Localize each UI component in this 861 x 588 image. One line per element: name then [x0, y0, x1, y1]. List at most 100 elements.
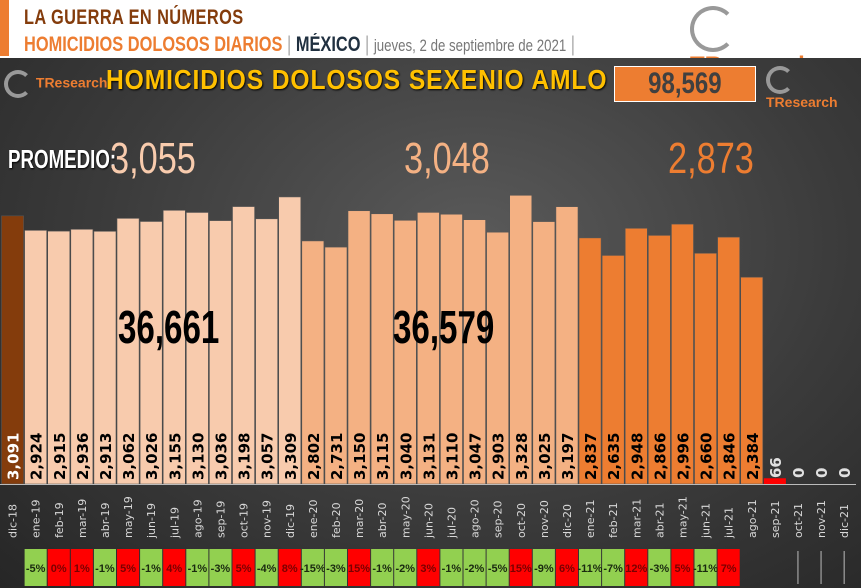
value-label: 2,866 [651, 433, 669, 480]
x-tick-label: ene-19 [30, 500, 43, 538]
x-tick-label: sep-21 [769, 501, 782, 538]
pct-label: 0% [51, 563, 67, 575]
value-label: 3,197 [559, 433, 577, 480]
x-tick-label: dic-21 [838, 504, 851, 538]
value-label: 3,047 [467, 433, 485, 480]
x-tick-label: ene-20 [307, 500, 320, 538]
value-label: 0 [790, 468, 808, 478]
pct-label: 5% [674, 563, 690, 575]
pct-label: -4% [257, 563, 277, 575]
value-label: 2,903 [490, 433, 508, 480]
x-tick-label: jun-19 [145, 503, 158, 539]
value-label: 2,936 [74, 433, 92, 480]
pct-cell [278, 549, 301, 586]
header-subtitle: HOMICIDIOS DOLOSOS DIARIOS | MÉXICO | ju… [24, 33, 576, 56]
chart-title: HOMICIDIOS DOLOSOS SEXENIO AMLO [106, 64, 608, 95]
pct-label: 15% [348, 563, 370, 575]
pct-cell [463, 549, 486, 586]
value-label: 2,802 [305, 433, 323, 480]
value-label: 3,150 [351, 433, 369, 480]
band-logo-left: TResearch [4, 70, 107, 98]
value-label: 3,025 [536, 433, 554, 480]
pct-label: -2% [465, 563, 485, 575]
pct-label: -5% [488, 563, 508, 575]
x-tick-label: jun-20 [422, 503, 435, 539]
pct-cell [163, 549, 186, 586]
pct-cell [301, 549, 324, 586]
value-label: 2,635 [605, 433, 623, 480]
pct-cell [140, 549, 163, 586]
x-tick-label: dic-18 [7, 504, 20, 538]
value-label: 3,130 [189, 433, 207, 480]
value-label: 2,924 [28, 433, 46, 480]
pct-cell [186, 549, 209, 586]
x-tick-label: abr-20 [376, 502, 389, 538]
pct-label: -1% [188, 563, 208, 575]
pct-cell [324, 549, 347, 586]
pct-cell [93, 549, 116, 586]
average-2020: 3,048 [404, 134, 490, 183]
pct-cell [717, 549, 740, 586]
pct-cell [209, 549, 232, 586]
logo-mark-icon [4, 70, 32, 98]
average-2021: 2,873 [668, 134, 754, 183]
pct-cell [694, 549, 717, 586]
pct-cell [671, 549, 694, 586]
x-tick-label: mar-19 [76, 499, 89, 538]
x-tick-label: jul-21 [723, 507, 736, 539]
x-tick-label: may-19 [122, 496, 135, 538]
value-label: 2,913 [97, 433, 115, 480]
band-logo-right: TResearch [766, 66, 861, 110]
pct-label: -2% [395, 563, 415, 575]
pct-label: -3% [650, 563, 670, 575]
value-label: 2,846 [721, 433, 739, 480]
value-label: 0 [836, 468, 854, 478]
pct-cell [394, 549, 417, 586]
pct-label: -1% [442, 563, 462, 575]
pct-cell [625, 549, 648, 586]
pct-cell [440, 549, 463, 586]
x-tick-label: abr-19 [99, 502, 112, 538]
pct-cell [648, 549, 671, 586]
pct-cell [532, 549, 555, 586]
pct-label: -1% [141, 563, 161, 575]
pct-label: -1% [372, 563, 392, 575]
logo-text: TResearch [35, 74, 108, 91]
logo-text: TResearch [766, 94, 838, 110]
value-label: 3,131 [420, 433, 438, 480]
pct-cell [371, 549, 394, 586]
total-value: 98,569 [648, 67, 722, 100]
value-label: 3,115 [374, 433, 392, 480]
value-label: 2,837 [582, 433, 600, 480]
x-tick-label: abr-21 [653, 502, 666, 538]
x-tick-label: ene-21 [584, 500, 597, 538]
value-label: 2,384 [744, 433, 762, 480]
x-tick-label: mar-21 [630, 499, 643, 538]
pct-cell [70, 549, 93, 586]
x-tick-label: dic-19 [284, 504, 297, 538]
x-tick-label: nov-20 [538, 500, 551, 538]
value-label: 3,062 [120, 433, 138, 480]
x-tick-label: sep-20 [492, 501, 505, 538]
value-label: 2,948 [628, 433, 646, 480]
pct-cell [602, 549, 625, 586]
pct-cell [232, 549, 255, 586]
x-tick-label: may-20 [399, 496, 412, 538]
pct-label: -5% [26, 563, 46, 575]
x-tick-label: feb-21 [607, 502, 620, 538]
pct-cell [555, 549, 578, 586]
pct-label: 6% [559, 563, 575, 575]
x-tick-label: oct-20 [515, 503, 528, 538]
header-title: LA GUERRA EN NÚMEROS [24, 6, 244, 29]
x-tick-label: sep-19 [214, 501, 227, 538]
average-2019: 3,055 [110, 134, 196, 183]
pct-label: 5% [236, 563, 252, 575]
average-label: PROMEDIO: [8, 144, 117, 174]
x-tick-label: feb-19 [53, 502, 66, 538]
pct-cell [417, 549, 440, 586]
x-tick-label: feb-20 [330, 502, 343, 538]
value-label: 3,155 [166, 433, 184, 480]
value-label: 3,309 [282, 433, 300, 480]
logo-mark-icon [766, 66, 794, 94]
value-label: 3,057 [259, 433, 277, 480]
